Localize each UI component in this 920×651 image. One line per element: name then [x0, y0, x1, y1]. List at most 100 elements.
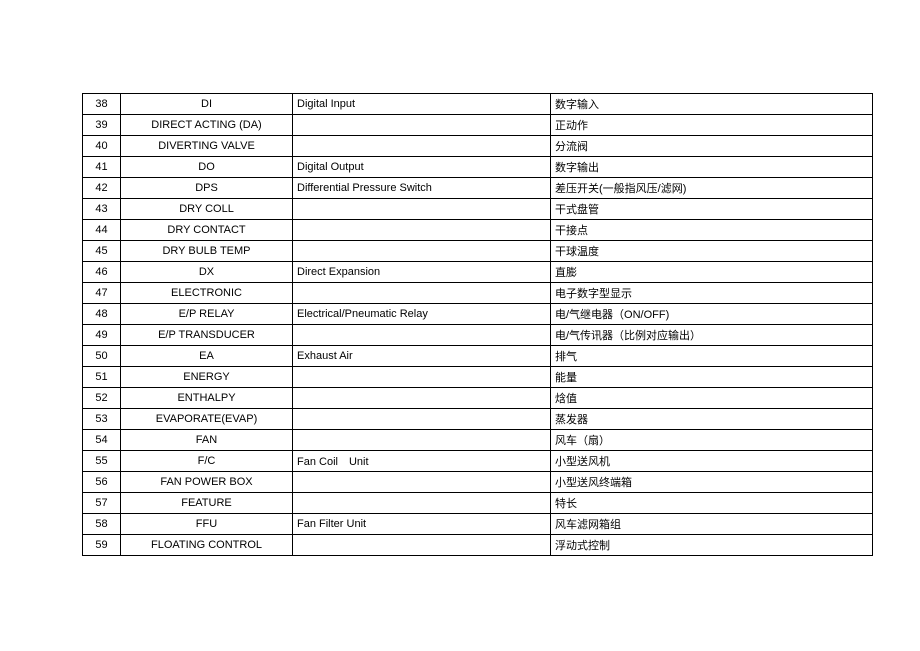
definition-cell [293, 241, 551, 262]
table-row: 57FEATURE 特长 [83, 493, 873, 514]
definition-cell: Digital Input [293, 94, 551, 115]
chinese-cell: 电/气传讯器（比例对应输出） [551, 325, 873, 346]
chinese-cell: 焓值 [551, 388, 873, 409]
term-cell: E/P RELAY [121, 304, 293, 325]
definition-cell: Fan Coil Unit [293, 451, 551, 472]
row-number: 39 [83, 115, 121, 136]
chinese-cell: 排气 [551, 346, 873, 367]
chinese-cell: 干接点 [551, 220, 873, 241]
definition-cell [293, 283, 551, 304]
chinese-cell: 差压开关(一般指风压/滤网) [551, 178, 873, 199]
definition-cell: Differential Pressure Switch [293, 178, 551, 199]
row-number: 38 [83, 94, 121, 115]
term-cell: FFU [121, 514, 293, 535]
term-cell: DO [121, 157, 293, 178]
definition-cell [293, 430, 551, 451]
chinese-cell: 分流阀 [551, 136, 873, 157]
definition-cell: Digital Output [293, 157, 551, 178]
chinese-cell: 风车滤网箱组 [551, 514, 873, 535]
row-number: 51 [83, 367, 121, 388]
table-row: 49E/P TRANSDUCER电/气传讯器（比例对应输出） [83, 325, 873, 346]
term-cell: DX [121, 262, 293, 283]
definition-cell: Direct Expansion [293, 262, 551, 283]
term-cell: F/C [121, 451, 293, 472]
table-row: 45DRY BULB TEMP 干球温度 [83, 241, 873, 262]
row-number: 55 [83, 451, 121, 472]
term-cell: DIVERTING VALVE [121, 136, 293, 157]
chinese-cell: 干球温度 [551, 241, 873, 262]
row-number: 52 [83, 388, 121, 409]
definition-cell [293, 535, 551, 556]
definition-cell [293, 115, 551, 136]
row-number: 40 [83, 136, 121, 157]
row-number: 48 [83, 304, 121, 325]
term-cell: DRY CONTACT [121, 220, 293, 241]
term-cell: EA [121, 346, 293, 367]
table-row: 53EVAPORATE(EVAP) 蒸发器 [83, 409, 873, 430]
term-cell: DRY BULB TEMP [121, 241, 293, 262]
table-row: 59FLOATING CONTROL浮动式控制 [83, 535, 873, 556]
table-row: 46DXDirect Expansion直膨 [83, 262, 873, 283]
definition-cell [293, 220, 551, 241]
table-row: 43DRY COLL 干式盘管 [83, 199, 873, 220]
term-cell: DRY COLL [121, 199, 293, 220]
row-number: 43 [83, 199, 121, 220]
chinese-cell: 电子数字型显示 [551, 283, 873, 304]
definition-cell [293, 325, 551, 346]
glossary-table: 38DIDigital Input数字输入39DIRECT ACTING (DA… [82, 93, 873, 556]
row-number: 47 [83, 283, 121, 304]
definition-cell: Electrical/Pneumatic Relay [293, 304, 551, 325]
row-number: 49 [83, 325, 121, 346]
chinese-cell: 数字输入 [551, 94, 873, 115]
table-row: 40DIVERTING VALVE 分流阀 [83, 136, 873, 157]
row-number: 41 [83, 157, 121, 178]
row-number: 45 [83, 241, 121, 262]
row-number: 58 [83, 514, 121, 535]
definition-cell: Fan Filter Unit [293, 514, 551, 535]
definition-cell [293, 367, 551, 388]
definition-cell [293, 199, 551, 220]
chinese-cell: 干式盘管 [551, 199, 873, 220]
chinese-cell: 数字输出 [551, 157, 873, 178]
table-row: 56FAN POWER BOX小型送风终端箱 [83, 472, 873, 493]
row-number: 50 [83, 346, 121, 367]
table-row: 42DPSDifferential Pressure Switch差压开关(一般… [83, 178, 873, 199]
row-number: 54 [83, 430, 121, 451]
table-row: 54FAN 风车（扇） [83, 430, 873, 451]
chinese-cell: 正动作 [551, 115, 873, 136]
table-row: 41DODigital Output数字输出 [83, 157, 873, 178]
chinese-cell: 能量 [551, 367, 873, 388]
definition-cell: Exhaust Air [293, 346, 551, 367]
definition-cell [293, 409, 551, 430]
table-row: 48E/P RELAYElectrical/Pneumatic Relay电/气… [83, 304, 873, 325]
term-cell: ENTHALPY [121, 388, 293, 409]
term-cell: DIRECT ACTING (DA) [121, 115, 293, 136]
row-number: 53 [83, 409, 121, 430]
term-cell: DI [121, 94, 293, 115]
term-cell: ELECTRONIC [121, 283, 293, 304]
definition-cell [293, 388, 551, 409]
chinese-cell: 蒸发器 [551, 409, 873, 430]
row-number: 46 [83, 262, 121, 283]
definition-cell [293, 472, 551, 493]
table-row: 51ENERGY能量 [83, 367, 873, 388]
table-row: 52ENTHALPY 焓值 [83, 388, 873, 409]
chinese-cell: 浮动式控制 [551, 535, 873, 556]
chinese-cell: 直膨 [551, 262, 873, 283]
table-row: 50EAExhaust Air排气 [83, 346, 873, 367]
row-number: 44 [83, 220, 121, 241]
chinese-cell: 风车（扇） [551, 430, 873, 451]
term-cell: FEATURE [121, 493, 293, 514]
row-number: 56 [83, 472, 121, 493]
definition-cell [293, 136, 551, 157]
term-cell: EVAPORATE(EVAP) [121, 409, 293, 430]
chinese-cell: 小型送风终端箱 [551, 472, 873, 493]
chinese-cell: 特长 [551, 493, 873, 514]
term-cell: FAN [121, 430, 293, 451]
table-row: 58FFUFan Filter Unit风车滤网箱组 [83, 514, 873, 535]
table-row: 39DIRECT ACTING (DA) 正动作 [83, 115, 873, 136]
table-row: 55F/CFan Coil Unit小型送风机 [83, 451, 873, 472]
row-number: 57 [83, 493, 121, 514]
table-body: 38DIDigital Input数字输入39DIRECT ACTING (DA… [83, 94, 873, 556]
chinese-cell: 小型送风机 [551, 451, 873, 472]
